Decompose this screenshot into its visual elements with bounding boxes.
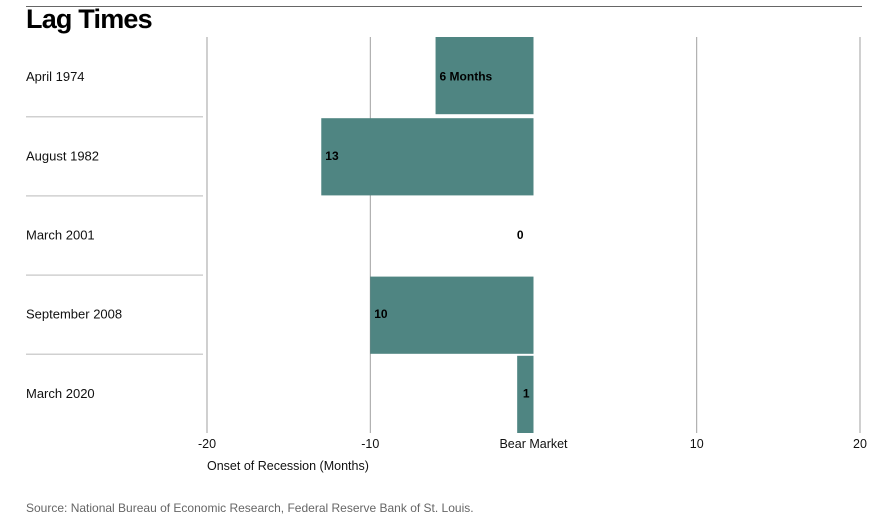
bars [321, 37, 534, 433]
x-tick-label: -20 [198, 437, 216, 451]
x-tick-label: Bear Market [499, 437, 568, 451]
bar [517, 355, 534, 433]
category-label: September 2008 [26, 307, 122, 322]
row-separators [26, 115, 203, 356]
chart-title: Lag Times [26, 4, 153, 34]
category-label: August 1982 [26, 148, 99, 163]
data-label: 1 [523, 386, 530, 400]
bar [321, 118, 534, 196]
grid-lines [206, 37, 861, 433]
x-tick-label: -10 [361, 437, 379, 451]
bar [370, 276, 534, 354]
data-label: 0 [517, 228, 524, 242]
x-tick-label: 10 [690, 437, 704, 451]
data-label: 10 [374, 307, 388, 321]
category-label: March 2020 [26, 386, 95, 401]
x-tick-label: 20 [853, 437, 867, 451]
data-label: 6 Months [440, 70, 493, 84]
source-note: Source: National Bureau of Economic Rese… [26, 501, 474, 515]
category-label: March 2001 [26, 228, 95, 243]
top-rule [26, 6, 862, 7]
data-label: 13 [325, 149, 339, 163]
category-label: April 1974 [26, 69, 85, 84]
x-axis-title: Onset of Recession (Months) [207, 459, 369, 473]
bar [435, 37, 534, 115]
